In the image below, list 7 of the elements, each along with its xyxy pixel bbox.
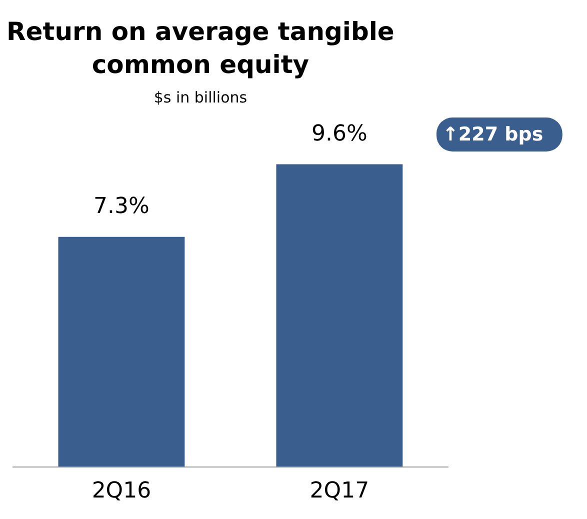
- x-tick-label: 2Q17: [310, 478, 370, 504]
- chart-subtitle: $s in billions: [154, 88, 248, 106]
- text: ↑227 bps: [442, 124, 544, 146]
- chart-title: Return on average tangible common equity: [6, 17, 394, 79]
- data-label: 9.6%: [312, 121, 368, 146]
- x-tick-label: 2Q16: [92, 478, 152, 504]
- data-label: 7.3%: [94, 194, 150, 219]
